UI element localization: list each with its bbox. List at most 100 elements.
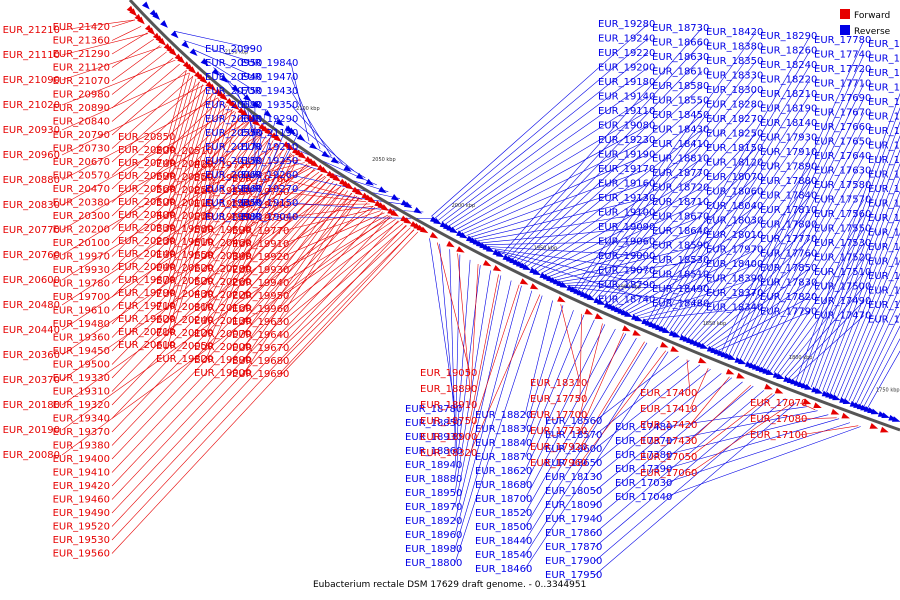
label-connector (448, 96, 649, 227)
label-connector (454, 295, 543, 564)
gene-label: EUR_18600 (545, 444, 602, 455)
gene-label: EUR_17260 (868, 184, 900, 195)
gene-label: EUR_20440 (3, 325, 60, 336)
label-connector (795, 92, 900, 382)
gene-label: EUR_17650 (814, 137, 871, 148)
label-connector (243, 178, 331, 270)
gene-label: EUR_20080 (3, 450, 60, 461)
reverse-gene-arrow (200, 58, 209, 66)
gene-label: EUR_19960 (232, 304, 289, 315)
gene-label: EUR_20770 (3, 225, 60, 236)
diagram-title: Eubacterium rectale DSM 17629 draft geno… (313, 580, 586, 590)
label-connector (592, 104, 757, 298)
gene-label: EUR_20250 (156, 185, 213, 196)
gene-label: EUR_17780 (814, 35, 871, 46)
gene-label: EUR_18210 (760, 89, 817, 100)
label-connector (290, 104, 343, 164)
forward-gene-arrow (869, 423, 879, 429)
gene-label: EUR_19310 (53, 387, 110, 398)
label-connector (603, 147, 757, 303)
gene-label: EUR_17470 (814, 311, 871, 322)
label-connector (205, 135, 267, 243)
gene-label: EUR_18390 (706, 274, 763, 285)
reverse-gene-arrow (152, 12, 161, 20)
gene-label: EUR_18040 (706, 201, 763, 212)
reverse-gene-arrow (391, 194, 400, 201)
gene-label: EUR_20340 (194, 251, 251, 262)
reverse-gene-arrow (881, 412, 890, 418)
label-connector (647, 35, 811, 322)
label-connector (167, 109, 233, 320)
label-connector (524, 305, 564, 430)
label-connector (799, 417, 837, 420)
reverse-gene-arrow (356, 172, 365, 180)
legend-forward-label: Forward (854, 11, 890, 21)
gene-label: EUR_19420 (53, 481, 110, 492)
gene-label: EUR_18420 (706, 27, 763, 38)
forward-gene-arrow (813, 402, 822, 408)
gene-label: EUR_18050 (545, 486, 602, 497)
gene-label: EUR_18960 (405, 530, 462, 541)
gene-label: EUR_19000 (598, 251, 655, 262)
reverse-gene-arrow (170, 30, 179, 39)
label-connector (438, 52, 649, 221)
label-connector (632, 263, 757, 316)
label-connector (167, 81, 200, 190)
label-connector (111, 127, 256, 271)
label-connector (523, 114, 703, 265)
reverse-gene-arrow (275, 118, 284, 126)
gene-label: EUR_17080 (750, 414, 807, 425)
gene-label: EUR_19570 (194, 173, 251, 184)
gene-label: EUR_18840 (475, 438, 532, 449)
label-connector (594, 381, 743, 506)
gene-label: EUR_18290 (760, 31, 817, 42)
gene-label: EUR_18670 (652, 212, 709, 223)
label-connector (574, 31, 757, 289)
label-connector (628, 249, 757, 314)
reverse-gene-arrow (181, 40, 190, 49)
label-connector (61, 186, 342, 381)
legend: Forward Reverse (840, 9, 891, 37)
gene-label: EUR_18720 (652, 183, 709, 194)
gene-label: EUR_20500 (118, 197, 175, 208)
gene-label: EUR_19430 (241, 86, 298, 97)
gene-label: EUR_18030 (706, 216, 763, 227)
label-connector (579, 350, 667, 464)
gene-label: EUR_20680 (205, 100, 262, 111)
label-connector (491, 248, 649, 271)
gene-label: EUR_17720 (814, 64, 871, 75)
gene-label: EUR_19650 (156, 250, 213, 261)
label-connector (469, 274, 499, 422)
label-connector (243, 188, 345, 322)
gene-label: EUR_17870 (545, 542, 602, 553)
label-connector (584, 75, 757, 294)
label-connector (566, 284, 703, 290)
gene-label: EUR_19590 (194, 225, 251, 236)
gene-label: EUR_19280 (598, 19, 655, 30)
label-connector (281, 221, 400, 310)
gene-label: EUR_19480 (53, 319, 110, 330)
gene-label: EUR_19700 (53, 292, 110, 303)
gene-label: EUR_19050 (420, 368, 477, 379)
gene-label: EUR_18540 (475, 550, 532, 561)
label-connector (826, 204, 900, 393)
forward-gene-arrow (698, 357, 707, 364)
gene-label: EUR_20980 (53, 90, 110, 101)
forward-gene-arrow (219, 93, 228, 101)
label-connector (863, 338, 900, 407)
gene-label: EUR_17270 (868, 170, 900, 181)
gene-label: EUR_17280 (868, 155, 900, 166)
label-connector (111, 148, 285, 325)
label-connector (431, 23, 649, 217)
forward-gene-arrow (841, 412, 850, 419)
gene-label: EUR_18590 (652, 241, 709, 252)
label-connector (111, 63, 180, 122)
label-connector (710, 282, 811, 348)
gene-label: EUR_17230 (868, 228, 900, 239)
label-connector (61, 85, 204, 156)
gene-label: EUR_17800 (760, 220, 817, 231)
label-connector (205, 152, 291, 334)
gene-label: EUR_19710 (118, 301, 175, 312)
gene-label: EUR_19820 (156, 354, 213, 365)
label-connector (205, 132, 264, 230)
